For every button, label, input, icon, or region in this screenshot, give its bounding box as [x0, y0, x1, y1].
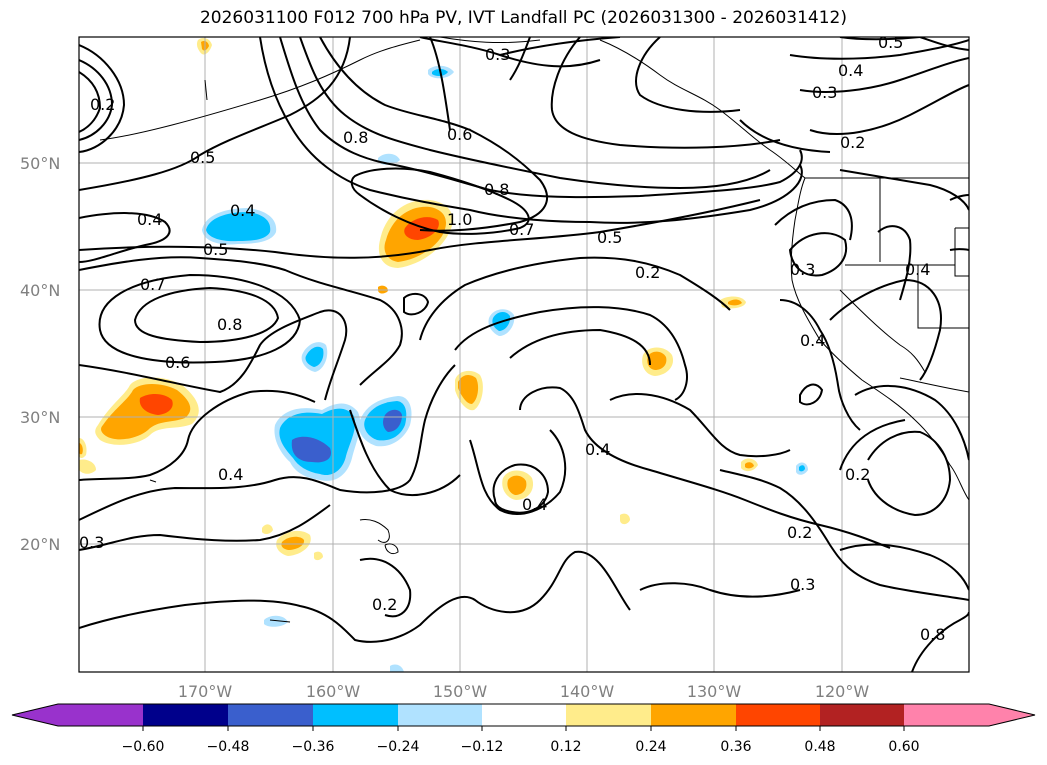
longitude-labels: 170°W 160°W 150°W 140°W 130°W 120°W: [178, 682, 870, 701]
lat-label-50n: 50°N: [20, 154, 60, 173]
contour-label: 0.2: [635, 263, 660, 282]
colorbar-segment: [228, 704, 313, 726]
lon-label-140w: 140°W: [560, 682, 615, 701]
contour-label: 0.7: [509, 220, 534, 239]
contour-label: 0.3: [79, 533, 104, 552]
contour-label: 0.2: [787, 523, 812, 542]
contour-label: 0.4: [838, 61, 863, 80]
contour-label: 0.4: [800, 331, 825, 350]
contour-label: 0.2: [840, 133, 865, 152]
colorbar-outline: [11, 703, 1036, 727]
colorbar-tick-label: −0.24: [377, 739, 420, 755]
contour-label: 0.8: [217, 315, 242, 334]
negative-anomaly-shading: [202, 65, 808, 672]
colorbar-segment: [566, 704, 651, 726]
colorbar-tick-label: 0.24: [635, 739, 666, 755]
colorbar-tick-label: −0.48: [207, 739, 250, 755]
colorbar-tick-label: 0.36: [720, 739, 751, 755]
contour-label: 0.4: [230, 201, 255, 220]
map-title: 2026031100 F012 700 hPa PV, IVT Landfall…: [199, 8, 847, 28]
colorbar-segment: [482, 704, 566, 726]
colorbar-segment: [58, 704, 143, 726]
contour-label: 0.3: [790, 575, 815, 594]
colorbar-segment: [904, 704, 989, 726]
colorbar-tick-label: −0.12: [461, 739, 504, 755]
contour-label: 0.8: [920, 625, 945, 644]
contour-label: 1.0: [447, 210, 472, 229]
contour-label: 0.7: [140, 275, 165, 294]
colorbar-extend-high: [989, 704, 1035, 726]
contour-label: 0.5: [878, 33, 903, 52]
colorbar-ticks: [142, 726, 905, 731]
latitude-labels: 50°N 40°N 30°N 20°N: [20, 154, 60, 554]
colorbar-tick-label: 0.60: [888, 739, 919, 755]
contour-label: 0.3: [812, 83, 837, 102]
colorbar-segment: [313, 704, 398, 726]
contour-label: 0.6: [165, 353, 190, 372]
map-panel: [79, 37, 969, 672]
contour-label: 0.5: [597, 228, 622, 247]
pv-contours: [79, 37, 969, 672]
lon-label-120w: 120°W: [815, 682, 870, 701]
contour-label: 0.8: [343, 128, 368, 147]
lon-label-160w: 160°W: [306, 682, 361, 701]
contour-label: 0.4: [585, 440, 610, 459]
contour-label: 0.6: [447, 125, 472, 144]
colorbar-tick-label: −0.36: [292, 739, 335, 755]
contour-label: 0.4: [218, 465, 243, 484]
colorbar-extend-low: [12, 704, 58, 726]
map-border: [78, 36, 970, 673]
colorbar-segment: [143, 704, 228, 726]
colorbar-tick-label: −0.60: [122, 739, 165, 755]
colorbar-segment: [651, 704, 736, 726]
colorbar: −0.60 −0.48 −0.36 −0.24 −0.12 0.12 0.24 …: [11, 703, 1036, 755]
contour-label: 0.5: [190, 148, 215, 167]
contour-label: 0.4: [137, 210, 162, 229]
contour-label: 0.4: [522, 495, 547, 514]
lat-label-40n: 40°N: [20, 281, 60, 300]
colorbar-tick-label: 0.48: [804, 739, 835, 755]
lon-label-150w: 150°W: [433, 682, 488, 701]
colorbar-segment: [820, 704, 904, 726]
lon-label-170w: 170°W: [178, 682, 233, 701]
contour-label: 0.2: [845, 465, 870, 484]
colorbar-tick-label: 0.12: [550, 739, 581, 755]
contour-label: 0.2: [372, 595, 397, 614]
contour-label: 0.2: [90, 95, 115, 114]
contour-label: 0.4: [905, 260, 930, 279]
coastlines: [99, 37, 969, 623]
contour-label: 0.8: [484, 180, 509, 199]
lat-label-20n: 20°N: [20, 535, 60, 554]
colorbar-segment: [398, 704, 482, 726]
contour-label: 0.3: [485, 45, 510, 64]
lon-label-130w: 130°W: [687, 682, 742, 701]
contour-labels: 0.3 0.5 0.4 0.3 0.2 0.8 0.6 0.5 0.4 0.4 …: [79, 33, 945, 644]
contour-label: 0.3: [790, 260, 815, 279]
colorbar-segment: [736, 704, 820, 726]
contour-label: 0.5: [203, 240, 228, 259]
lat-label-30n: 30°N: [20, 408, 60, 427]
